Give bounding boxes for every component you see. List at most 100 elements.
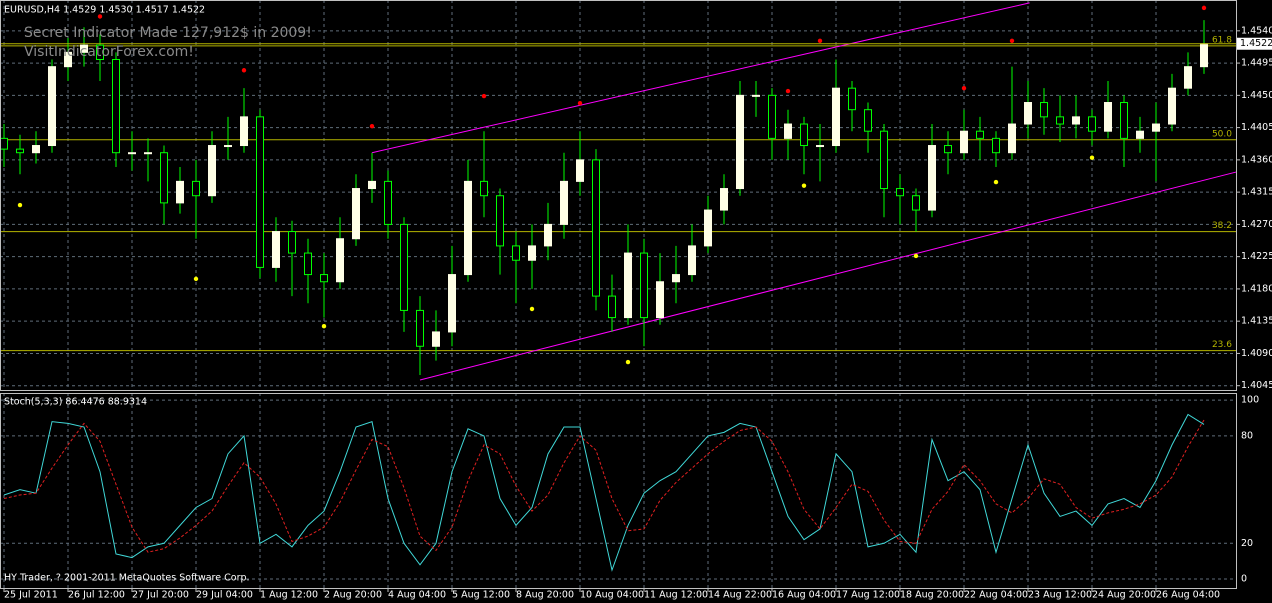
candle-body	[96, 44, 104, 61]
candle-body	[720, 188, 728, 211]
y-tick-label: 0	[1241, 574, 1247, 585]
candle-body	[272, 231, 280, 268]
candle-body	[32, 145, 40, 154]
candle-body	[1008, 123, 1016, 154]
candle-body	[1136, 130, 1144, 139]
candle-body	[624, 252, 632, 319]
candle-body	[976, 130, 984, 139]
x-tick-label: 22 Aug 04:00	[964, 590, 1028, 601]
candle-body	[208, 145, 216, 197]
sar-dot	[1201, 5, 1207, 11]
x-tick-label: 5 Aug 12:00	[452, 590, 510, 601]
y-tick-label: 1.4495	[1241, 58, 1272, 69]
candle-body	[464, 180, 472, 276]
x-tick-label: 4 Aug 04:00	[388, 590, 446, 601]
candle-body	[752, 94, 760, 97]
candle-body	[528, 245, 536, 261]
candle-body	[352, 188, 360, 240]
candle-body	[992, 137, 1000, 154]
x-tick-label: 1 Aug 12:00	[260, 590, 318, 601]
candle-body	[16, 148, 24, 154]
candle-body	[1120, 102, 1128, 139]
fib-label: 23.6	[1212, 340, 1232, 350]
candle-body	[336, 238, 344, 283]
sar-dot	[961, 85, 967, 91]
price-box	[1237, 37, 1272, 50]
candle-body	[784, 123, 792, 139]
candle-body	[880, 130, 888, 190]
candle-body	[864, 109, 872, 132]
candle-body	[576, 159, 584, 182]
stoch-line	[3, 413, 1205, 572]
stoch-pane-frame	[0, 393, 1237, 589]
candle-body	[432, 331, 440, 347]
x-tick-label: 16 Aug 04:00	[772, 590, 836, 601]
candle-body	[640, 252, 648, 319]
x-tick-label: 18 Aug 20:00	[900, 590, 964, 601]
candle-body	[400, 223, 408, 311]
candle-body	[1040, 102, 1048, 118]
candle-body	[768, 94, 776, 139]
candle-body	[128, 152, 136, 155]
candle-body	[304, 252, 312, 276]
candle-body	[496, 195, 504, 247]
sar-dot	[193, 276, 199, 282]
candle-body	[1200, 43, 1208, 68]
x-tick-label: 17 Aug 12:00	[836, 590, 900, 601]
y-tick-label: 80	[1241, 430, 1253, 441]
candle-body	[672, 274, 680, 283]
candle-body	[848, 87, 856, 111]
y-tick-label: 1.4540	[1241, 25, 1272, 36]
y-tick-label: 1.4315	[1241, 187, 1272, 198]
sar-dot	[321, 323, 327, 329]
candle-body	[800, 123, 808, 147]
candle-body	[112, 59, 120, 154]
candle-body	[560, 180, 568, 225]
candle-body	[1152, 123, 1160, 132]
candle-body	[176, 180, 184, 204]
annotation: VisitIndicatorForex.com!	[24, 44, 194, 60]
fib-label: 38.2	[1212, 221, 1232, 231]
candle-body	[384, 180, 392, 225]
sar-dot	[785, 88, 791, 94]
candle-body	[240, 116, 248, 147]
candle-body	[144, 152, 152, 155]
candle-body	[816, 145, 824, 148]
sar-dot	[801, 183, 807, 188]
candle-body	[1168, 87, 1176, 125]
price-pane-frame	[0, 0, 1237, 391]
x-tick-label: 26 Jul 12:00	[68, 590, 125, 601]
y-tick-label: 1.4450	[1241, 90, 1272, 101]
candle-body	[688, 245, 696, 276]
x-tick-label: 25 Jul 2011	[4, 590, 58, 601]
candle-body	[512, 245, 520, 261]
candle-body	[1056, 116, 1064, 125]
candle-body	[480, 180, 488, 197]
candle-body	[320, 274, 328, 283]
x-tick-label: 29 Jul 04:00	[196, 590, 253, 601]
candle-body	[912, 195, 920, 211]
sar-dot	[913, 253, 919, 259]
price-label: 1.4522	[1240, 38, 1272, 49]
indicator-title: Stoch(5,3,3) 86.4476 88.9314	[4, 397, 147, 408]
trendline	[371, 2, 1030, 154]
y-tick-label: 1.4405	[1241, 122, 1272, 133]
footer: HY Trader, ? 2001-2011 MetaQuotes Softwa…	[4, 573, 250, 584]
y-tick-label: 20	[1241, 538, 1253, 549]
candle-body	[1184, 66, 1192, 89]
candle-body	[928, 145, 936, 211]
candle-body	[1072, 116, 1080, 125]
x-tick-label: 24 Aug 20:00	[1092, 590, 1156, 601]
candle-body	[0, 137, 8, 150]
candle-body	[1024, 102, 1032, 125]
candle-body	[832, 87, 840, 147]
candle-body	[64, 51, 72, 68]
candle-body	[368, 180, 376, 190]
x-tick-label: 11 Aug 12:00	[644, 590, 708, 601]
candle-body	[944, 145, 952, 154]
sar-dot	[97, 14, 103, 19]
candle-body	[1088, 116, 1096, 132]
candle-body	[256, 116, 264, 268]
sar-dot	[241, 68, 247, 73]
